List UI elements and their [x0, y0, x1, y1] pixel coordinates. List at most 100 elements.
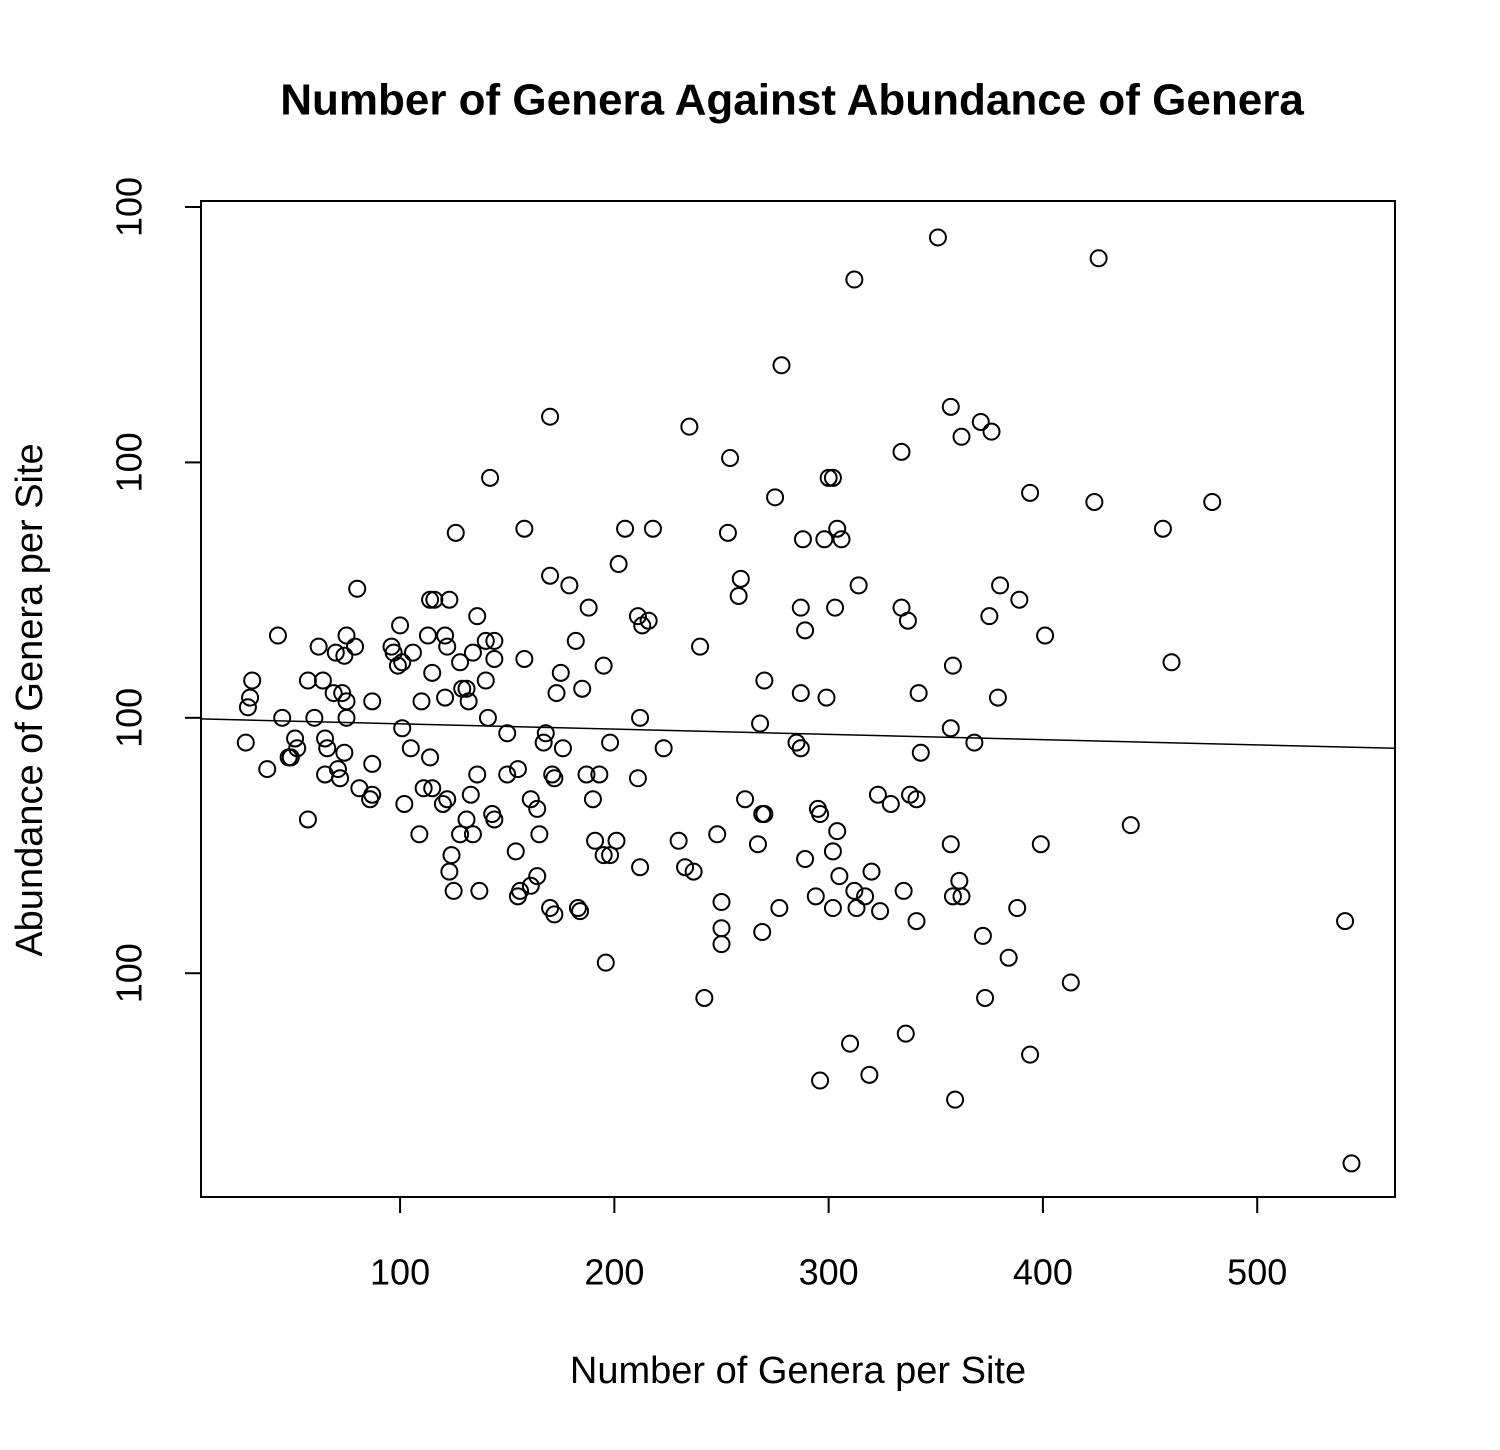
point	[712, 935, 731, 954]
point	[907, 790, 926, 809]
point	[1061, 973, 1080, 992]
point	[335, 743, 354, 762]
point	[528, 867, 547, 886]
point	[607, 831, 626, 850]
point	[676, 858, 695, 877]
point	[590, 765, 609, 784]
point	[729, 586, 748, 605]
point	[508, 887, 527, 906]
point	[980, 607, 999, 626]
point	[440, 862, 459, 881]
y-tick-label: 100	[109, 177, 150, 237]
point	[463, 643, 482, 662]
point	[335, 646, 354, 665]
point	[498, 765, 517, 784]
point	[298, 810, 317, 829]
point	[976, 988, 995, 1007]
point	[1162, 653, 1181, 672]
point	[943, 656, 962, 675]
point	[898, 611, 917, 630]
point	[515, 519, 534, 538]
point	[470, 881, 489, 900]
point	[832, 530, 851, 549]
point	[712, 893, 731, 912]
point	[946, 1090, 965, 1109]
point	[596, 953, 615, 972]
point	[815, 530, 834, 549]
point	[654, 739, 673, 758]
point	[438, 790, 457, 809]
point	[541, 407, 560, 426]
point	[999, 948, 1018, 967]
point	[318, 739, 337, 758]
point	[536, 724, 555, 743]
point	[755, 805, 774, 824]
point	[553, 739, 572, 758]
point	[388, 656, 407, 675]
point	[718, 523, 737, 542]
point	[1021, 1045, 1040, 1064]
point	[1021, 483, 1040, 502]
point	[860, 1065, 879, 1084]
point	[326, 643, 345, 662]
point	[459, 692, 478, 711]
point	[601, 846, 620, 865]
point	[643, 519, 662, 538]
point	[481, 468, 500, 487]
point	[476, 671, 495, 690]
point	[236, 733, 255, 752]
point	[796, 621, 815, 640]
point	[941, 397, 960, 416]
point	[541, 566, 560, 585]
point	[755, 671, 774, 690]
point	[1203, 492, 1222, 511]
y-tick-label: 100	[109, 943, 150, 1003]
point	[965, 733, 984, 752]
point	[868, 785, 887, 804]
point	[410, 825, 429, 844]
point	[577, 765, 596, 784]
point	[498, 724, 517, 743]
point	[817, 688, 836, 707]
point	[573, 679, 592, 698]
point	[545, 769, 564, 788]
point	[828, 822, 847, 841]
point	[845, 881, 864, 900]
point	[579, 598, 598, 617]
point	[787, 733, 806, 752]
point	[258, 760, 277, 779]
point	[551, 663, 570, 682]
point	[412, 692, 431, 711]
point	[811, 1071, 830, 1090]
point	[521, 876, 540, 895]
point	[568, 899, 587, 918]
point	[847, 899, 866, 918]
point	[772, 356, 791, 375]
point	[941, 835, 960, 854]
point	[534, 733, 553, 752]
point	[268, 626, 287, 645]
point	[324, 684, 343, 703]
point	[952, 887, 971, 906]
chart-title: Number of Genera Against Abundance of Ge…	[280, 76, 1304, 125]
point	[451, 653, 470, 672]
point	[346, 637, 365, 656]
point	[791, 684, 810, 703]
point	[708, 825, 727, 844]
y-tick-label: 100	[109, 688, 150, 748]
point	[796, 850, 815, 869]
point	[751, 714, 770, 733]
point	[485, 649, 504, 668]
point	[892, 442, 911, 461]
point	[988, 688, 1007, 707]
point	[363, 692, 382, 711]
point	[515, 649, 534, 668]
point	[823, 468, 842, 487]
point	[571, 902, 590, 921]
point	[1121, 816, 1140, 835]
point	[414, 779, 433, 798]
point	[508, 760, 527, 779]
point	[309, 637, 328, 656]
